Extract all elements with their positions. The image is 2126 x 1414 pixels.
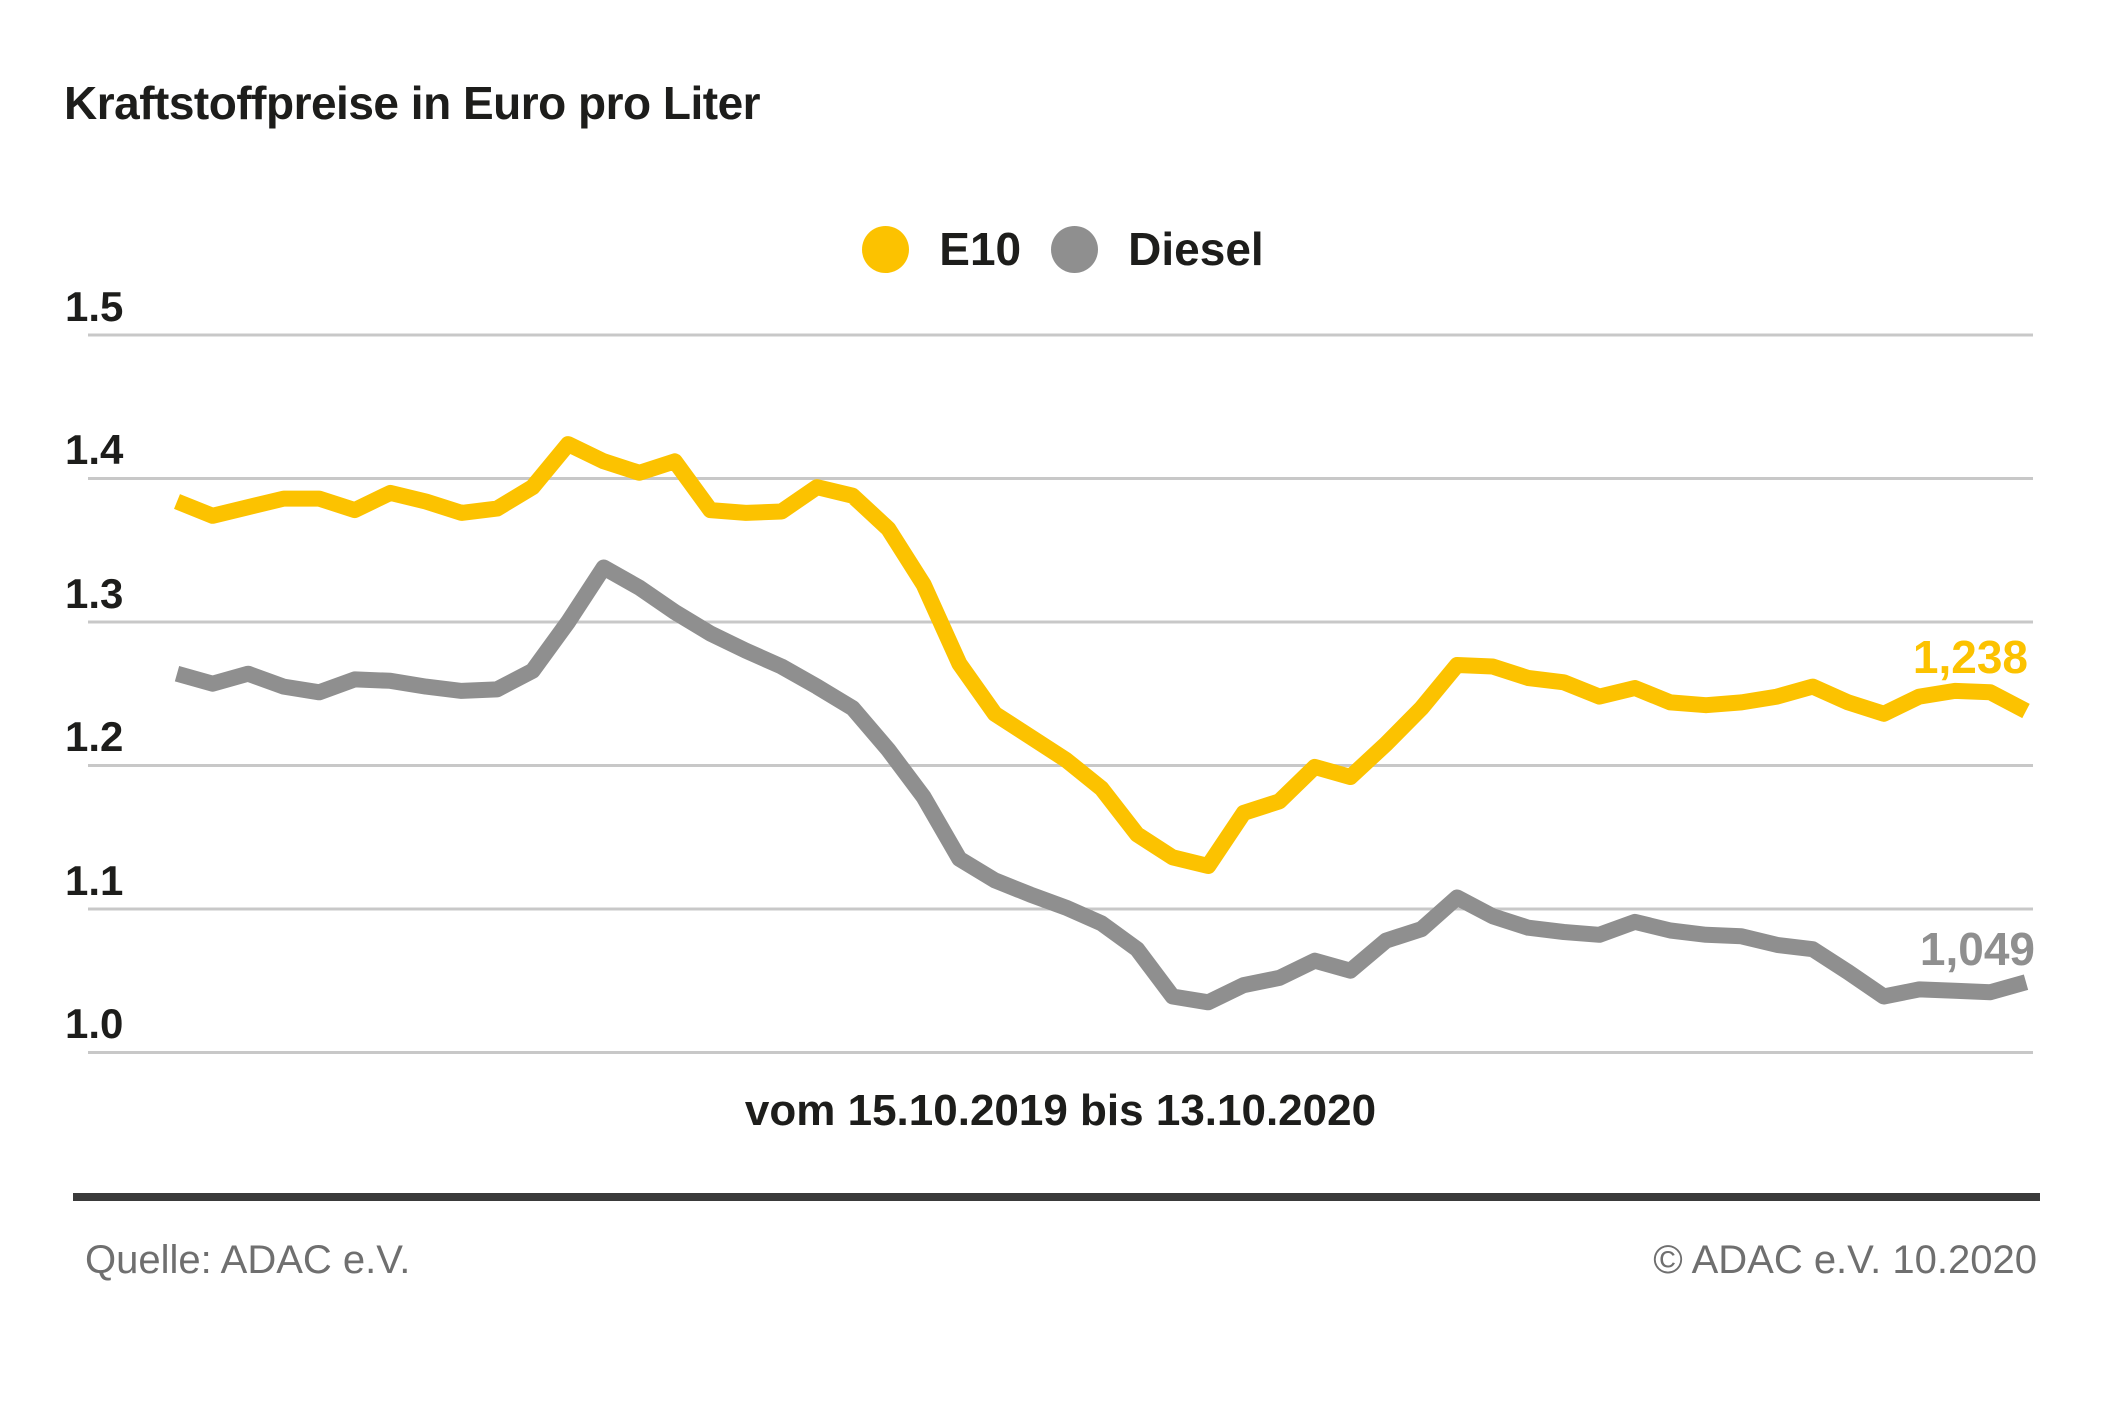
series-line-e10 — [174, 436, 2030, 874]
y-axis-tick-1-2: 1.2 — [65, 713, 124, 760]
legend-item-diesel: Diesel — [1051, 222, 1264, 276]
y-axis-tick-1-3: 1.3 — [65, 570, 124, 617]
page-title: Kraftstoffpreise in Euro pro Liter — [64, 77, 761, 129]
y-axis-tick-1-5: 1.5 — [65, 283, 124, 330]
legend-label-e10: E10 — [939, 223, 1022, 275]
e10-color-dot-icon — [862, 225, 910, 273]
legend-item-e10: E10 — [862, 222, 1021, 276]
x-axis-caption: vom 15.10.2019 bis 13.10.2020 — [744, 1086, 1377, 1135]
footer-divider — [73, 1193, 2040, 1201]
copyright-note: © ADAC e.V. 10.2020 — [1653, 1238, 2037, 1282]
legend-label-diesel: Diesel — [1128, 223, 1264, 275]
y-axis-tick-1-1: 1.1 — [65, 857, 124, 904]
e10-end-value-label: 1,238 — [1912, 631, 2028, 683]
chart-legend: E10 Diesel — [0, 222, 2126, 276]
series-lines — [174, 436, 2030, 1011]
series-line-diesel — [174, 559, 2029, 1011]
diesel-color-dot-icon — [1051, 225, 1099, 273]
gridlines — [88, 333, 2033, 1054]
y-axis-tick-1-0: 1.0 — [65, 1000, 124, 1047]
diesel-end-value-label: 1,049 — [1919, 923, 2035, 975]
source-credit: Quelle: ADAC e.V. — [85, 1238, 411, 1282]
y-axis-tick-1-4: 1.4 — [65, 426, 124, 473]
